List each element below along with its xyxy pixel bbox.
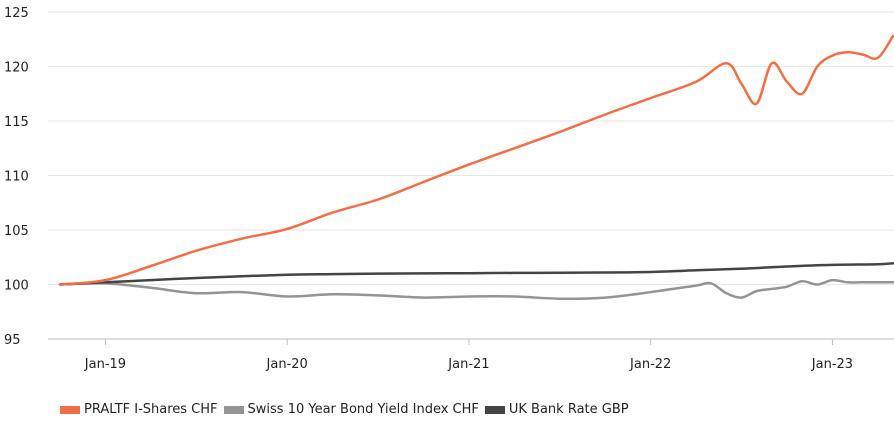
y-tick-label: 125 (4, 6, 29, 21)
x-tick-label: Jan-19 (84, 357, 126, 372)
legend-label-uk-bank-rate: UK Bank Rate GBP (508, 402, 629, 417)
legend-item-swiss-bond: Swiss 10 Year Bond Yield Index CHF (223, 402, 479, 417)
y-tick-label: 115 (4, 115, 29, 130)
y-tick-label: 100 (4, 279, 29, 294)
legend-label-swiss-bond: Swiss 10 Year Bond Yield Index CHF (247, 402, 479, 417)
legend-item-praltf: PRALTF I-Shares CHF (60, 402, 218, 417)
series-line-uk-bank-rate (58, 261, 894, 286)
x-tick-label: Jan-20 (266, 357, 308, 372)
x-tick-label: Jan-21 (447, 357, 489, 372)
legend-swatch-praltf (60, 405, 80, 414)
y-tick-label: 120 (4, 61, 29, 76)
series-line-praltf (58, 34, 894, 286)
x-tick-label: Jan-23 (811, 357, 853, 372)
y-tick-label: 110 (4, 170, 29, 185)
y-tick-label: 95 (4, 333, 21, 348)
legend: PRALTF I-Shares CHF Swiss 10 Year Bond Y… (60, 402, 635, 417)
legend-swatch-swiss-bond (223, 405, 244, 414)
y-tick-label: 105 (4, 224, 29, 239)
series-line-swiss-bond (58, 278, 894, 301)
legend-item-uk-bank-rate: UK Bank Rate GBP (484, 402, 629, 417)
legend-swatch-uk-bank-rate (484, 405, 505, 414)
x-tick-label: Jan-22 (629, 357, 671, 372)
legend-label-praltf: PRALTF I-Shares CHF (84, 402, 218, 417)
